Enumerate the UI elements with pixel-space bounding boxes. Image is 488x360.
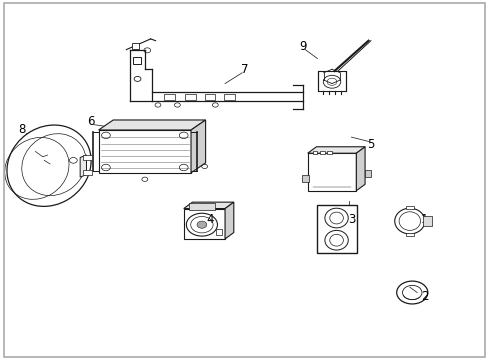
Text: 4: 4 [206,213,214,226]
Bar [83,156,92,160]
Text: 6: 6 [87,114,95,127]
Bar [99,130,191,173]
Bar [405,233,413,237]
Bar [307,153,356,191]
Ellipse shape [398,212,420,230]
Circle shape [197,221,206,228]
Ellipse shape [394,208,424,234]
Bar [405,206,413,209]
Text: 1: 1 [420,213,427,226]
Bar [164,94,175,100]
Ellipse shape [7,125,91,206]
Ellipse shape [329,234,343,246]
Bar [183,208,224,239]
Polygon shape [191,120,205,173]
Bar [317,205,357,253]
Bar [318,71,345,91]
Ellipse shape [324,230,347,250]
Bar [188,203,215,210]
Bar [326,151,331,154]
Bar [312,151,317,154]
Bar [185,94,196,100]
Bar [319,151,324,154]
Bar [131,43,139,49]
Ellipse shape [324,208,347,228]
Bar [423,216,431,226]
Text: 2: 2 [420,289,427,303]
Ellipse shape [329,212,343,224]
Bar [83,170,92,175]
Bar [204,94,215,100]
Polygon shape [183,202,233,208]
Text: 3: 3 [347,213,354,226]
Bar [132,58,141,64]
Text: 5: 5 [366,138,374,151]
Bar [365,170,370,177]
Bar [224,94,234,100]
Polygon shape [224,202,233,239]
Text: 9: 9 [299,40,306,53]
Bar [301,175,308,182]
Polygon shape [356,147,365,191]
Text: 8: 8 [18,123,25,136]
Text: 7: 7 [240,63,248,76]
Polygon shape [99,120,205,130]
Bar [216,229,222,235]
Polygon shape [307,147,365,153]
Polygon shape [80,155,86,177]
